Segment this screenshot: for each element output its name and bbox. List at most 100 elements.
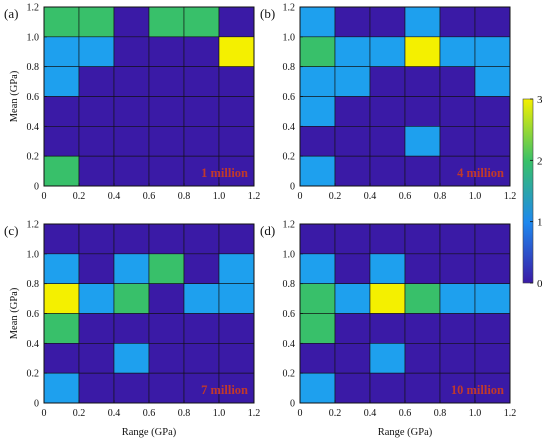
heatmap-cell	[148, 96, 185, 127]
heatmap-cell	[299, 343, 336, 374]
y-tick-label: 1.0	[283, 249, 296, 260]
x-tick-label: 1.0	[213, 191, 226, 202]
heatmap-cell	[113, 313, 150, 344]
x-tick-label: 0	[42, 408, 47, 419]
x-tick-label: 0.6	[399, 408, 412, 419]
heatmap-cell	[78, 372, 115, 404]
heatmap-cell	[148, 343, 185, 374]
y-tick-label: 1.0	[283, 32, 296, 43]
heatmap-cell	[183, 6, 220, 38]
heatmap-cell	[183, 66, 220, 97]
heatmap-cell	[78, 66, 115, 97]
heatmap-cell	[299, 155, 336, 187]
heatmap-cell	[148, 36, 185, 67]
heatmap-cell	[404, 253, 441, 284]
y-tick-label: 0	[290, 182, 295, 193]
heatmap-cell	[439, 283, 476, 314]
x-tick-label: 1.0	[213, 408, 226, 419]
heatmap-cell	[43, 126, 80, 157]
heatmap-cell	[183, 253, 220, 284]
y-tick-label: 0.4	[27, 122, 40, 133]
heatmap-cell	[113, 253, 150, 284]
heatmap-cell	[299, 66, 336, 97]
heatmap-cell	[78, 283, 115, 314]
heatmap-cell	[404, 36, 441, 67]
heatmap-cell	[369, 155, 406, 187]
heatmap-cell	[183, 126, 220, 157]
x-tick-label: 1.0	[469, 191, 482, 202]
y-axis-title: Mean (GPa)	[9, 70, 20, 122]
heatmap-cell	[334, 313, 371, 344]
x-tick-label: 0.4	[108, 408, 121, 419]
y-tick-label: 0.8	[27, 279, 40, 290]
x-tick-label: 1.2	[248, 191, 261, 202]
y-tick-label: 1.2	[27, 220, 40, 231]
heatmap-cell	[439, 66, 476, 97]
heatmap-cell	[474, 66, 511, 97]
y-tick-label: 1.2	[283, 3, 296, 14]
y-tick-label: 0.2	[283, 152, 296, 163]
heatmap-cell	[78, 253, 115, 284]
heatmap-cell	[439, 96, 476, 127]
y-tick-label: 0.4	[283, 339, 296, 350]
heatmap-cell	[474, 96, 511, 127]
x-tick-label: 0.8	[434, 408, 447, 419]
x-tick-label: 1.2	[248, 408, 261, 419]
x-tick-label: 0	[298, 408, 303, 419]
heatmap-cell	[369, 372, 406, 404]
heatmap-cell	[369, 223, 406, 255]
heatmap-cell	[78, 223, 115, 255]
panel-annotation: 7 million	[201, 383, 248, 397]
heatmap-cell	[43, 283, 80, 314]
heatmap-cell	[218, 372, 255, 404]
heatmap-cell	[113, 223, 150, 255]
heatmap-cell	[369, 126, 406, 157]
heatmap-cell	[369, 36, 406, 67]
heatmap-cell	[218, 155, 255, 187]
heatmap-cell	[43, 253, 80, 284]
panels-group: 0 0.2 0.4 0.6 0.8 1.0 1.2 0 0.2 0.4 0.6 0.8 1.0 1.2 (a…	[4, 3, 516, 439]
heatmap-cell	[299, 253, 336, 284]
y-tick-label: 0	[34, 399, 39, 410]
x-tick-label: 0.6	[143, 191, 156, 202]
heatmap-cell	[113, 155, 150, 187]
y-tick-label: 1.2	[27, 3, 40, 14]
heatmap-cell	[148, 313, 185, 344]
heatmap-cell	[404, 66, 441, 97]
heatmap-cell	[78, 36, 115, 67]
heatmap-cell	[474, 313, 511, 344]
heatmap-cell	[474, 6, 511, 38]
y-tick-label: 1.2	[283, 220, 296, 231]
x-tick-label: 0	[42, 191, 47, 202]
y-tick-label: 0.2	[283, 369, 296, 380]
heatmap-cell	[439, 155, 476, 187]
heatmap-cell	[404, 283, 441, 314]
heatmap-cell	[43, 223, 80, 255]
colorbar-tick-label: 2	[537, 155, 543, 167]
heatmap-cell	[183, 223, 220, 255]
heatmap-cell	[334, 253, 371, 284]
heatmap-cell	[78, 96, 115, 127]
heatmap-cell	[369, 283, 406, 314]
colorbar-tick-label: 1	[537, 217, 543, 229]
x-tick-label: 0.8	[178, 191, 191, 202]
heatmap-cell	[404, 6, 441, 38]
panel-label: (a)	[4, 6, 18, 21]
heatmap-panel-3: 0 0.2 0.4 0.6 0.8 1.0 1.2 0 0.2 0.4 0.6 0.8 1.0 1.2 (c…	[4, 220, 260, 439]
x-tick-label: 1.0	[469, 408, 482, 419]
y-axis-title: Mean (GPa)	[9, 287, 20, 339]
heatmap-cell	[369, 96, 406, 127]
heatmap-cell	[183, 155, 220, 187]
heatmap-cell	[299, 283, 336, 314]
heatmap-panel-1: 0 0.2 0.4 0.6 0.8 1.0 1.2 0 0.2 0.4 0.6 0.8 1.0 1.2 (a…	[4, 3, 260, 203]
heatmap-cell	[404, 96, 441, 127]
y-tick-label: 0.2	[27, 152, 40, 163]
heatmap-cell	[474, 126, 511, 157]
heatmap-cell	[334, 36, 371, 67]
heatmap-cell	[148, 6, 185, 38]
heatmap-cell	[439, 223, 476, 255]
heatmap-cell	[183, 36, 220, 67]
panel-label: (d)	[260, 223, 275, 238]
x-tick-label: 0.8	[434, 191, 447, 202]
